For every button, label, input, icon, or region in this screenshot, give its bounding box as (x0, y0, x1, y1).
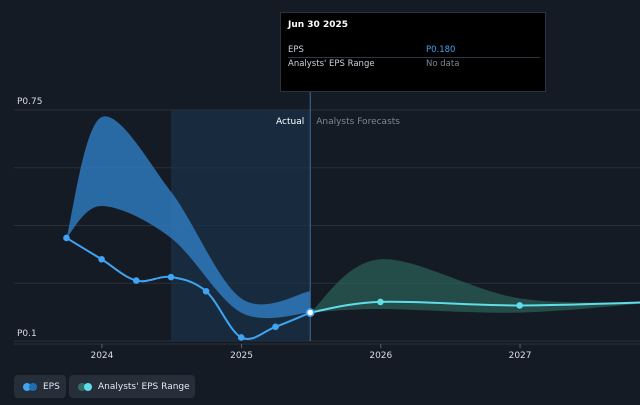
legend-range-button[interactable]: Analysts' EPS Range (69, 375, 195, 398)
data-tooltip: Jun 30 2025 EPS P0.180 Analysts' EPS Ran… (280, 12, 546, 92)
tooltip-row-range: Analysts' EPS Range No data (288, 59, 540, 72)
eps-forecast-line (310, 300, 640, 314)
legend-range-label: Analysts' EPS Range (98, 381, 190, 392)
eps-point (202, 287, 210, 295)
eps-point (167, 273, 175, 281)
x-axis-ticks: 2024 2025 2026 2027 (14, 343, 640, 361)
eps-legend-icon (23, 382, 37, 391)
tooltip-range-value: No data (426, 59, 460, 69)
eps-point (132, 277, 140, 284)
eps-points (63, 234, 523, 341)
tooltip-range-label: Analysts' EPS Range (288, 59, 375, 69)
eps-point (272, 323, 279, 331)
x-tick-label: 2027 (509, 351, 532, 361)
tooltip-eps-label: EPS (288, 45, 304, 55)
eps-point (305, 308, 315, 317)
forecast-region-label: Analysts Forecasts (316, 117, 400, 127)
forecast-eps-range-band (310, 259, 640, 313)
tooltip-eps-value: P0.180 (426, 45, 456, 55)
x-tick-label: 2024 (90, 351, 113, 361)
legend-eps-label: EPS (43, 381, 60, 392)
tooltip-date: Jun 30 2025 (288, 20, 349, 30)
y-axis-min-label: P0.1 (17, 329, 37, 339)
eps-point (237, 334, 245, 341)
eps-forecast-point (516, 302, 523, 309)
range-bands (66, 116, 640, 319)
historical-eps-range-band (66, 116, 311, 319)
eps-point (98, 255, 105, 263)
eps-point (63, 234, 70, 242)
tooltip-row-eps: EPS P0.180 (288, 45, 540, 58)
x-tick-label: 2026 (369, 351, 392, 361)
y-axis-max-label: P0.75 (17, 97, 42, 107)
legend-eps-button[interactable]: EPS (14, 375, 66, 398)
eps-forecast-point (377, 298, 384, 306)
range-legend-icon (78, 382, 92, 391)
actual-region-label: Actual (276, 117, 304, 127)
x-tick-label: 2025 (230, 351, 253, 361)
